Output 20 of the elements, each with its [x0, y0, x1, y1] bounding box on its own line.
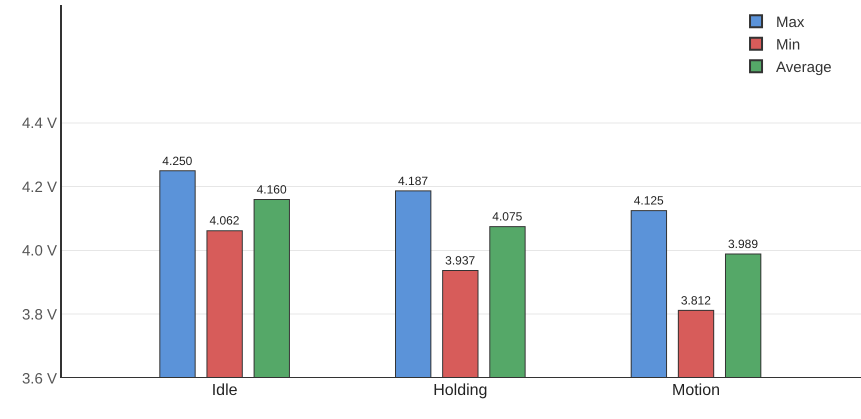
- y-tick-label: 4.0 V: [22, 242, 57, 260]
- x-tick-label: Holding: [433, 382, 488, 399]
- y-tick-label: 3.8 V: [22, 306, 57, 324]
- data-label: 4.187: [398, 174, 428, 188]
- y-tick-label: 4.4 V: [22, 115, 57, 132]
- data-label: 3.989: [728, 236, 758, 251]
- data-label: 3.937: [445, 254, 476, 268]
- data-label: 4.250: [162, 154, 193, 168]
- data-label: 4.125: [634, 194, 664, 208]
- data-label: 4.075: [492, 210, 523, 224]
- legend-label: Max: [776, 14, 805, 32]
- data-label: 4.062: [209, 214, 240, 228]
- legend-label: Average: [776, 59, 832, 76]
- y-tick-label: 4.2 V: [22, 178, 57, 196]
- data-label: 3.812: [680, 293, 712, 308]
- x-tick-label: Idle: [212, 382, 238, 399]
- legend-label: Min: [776, 36, 800, 54]
- x-tick-label: Motion: [672, 382, 720, 399]
- data-label: 4.160: [256, 182, 287, 196]
- y-tick-label: 3.6 V: [22, 370, 57, 388]
